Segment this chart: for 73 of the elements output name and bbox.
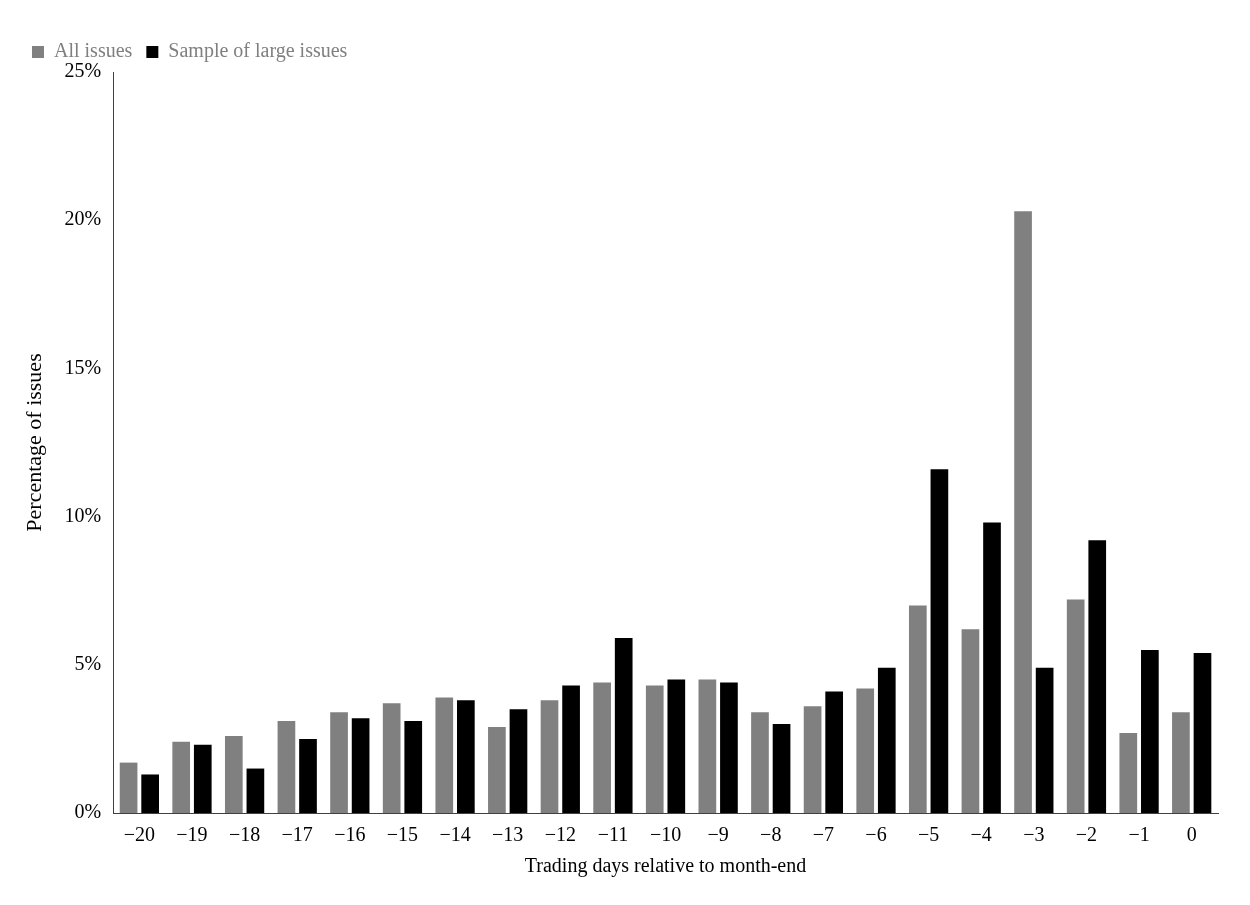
y-tick-label: 20% — [64, 207, 102, 230]
bar — [277, 721, 296, 813]
x-tick-label: −9 — [707, 823, 729, 846]
y-tick-label: 25% — [64, 59, 102, 82]
x-tick-label: −2 — [1075, 823, 1098, 846]
bar — [1088, 540, 1107, 813]
x-tick-label: −5 — [917, 823, 940, 846]
bar — [983, 522, 1001, 813]
bar — [299, 738, 317, 813]
y-tick-label: 0% — [74, 800, 102, 823]
bar — [457, 700, 475, 813]
x-axis-title: Trading days relative to month-end — [524, 854, 807, 878]
legend-label: Sample of large issues — [168, 39, 348, 63]
bar — [404, 721, 423, 813]
bar — [1141, 649, 1159, 813]
bar — [930, 469, 949, 813]
bar — [908, 605, 927, 813]
bar — [698, 679, 717, 813]
bar — [562, 685, 580, 813]
bar — [435, 697, 454, 813]
x-tick-label: 0 — [1186, 823, 1197, 846]
bar — [330, 712, 348, 813]
y-tick-label: 5% — [74, 652, 102, 675]
bar — [1172, 712, 1190, 813]
x-tick-label: −19 — [176, 823, 208, 846]
bar — [540, 700, 559, 813]
bar — [1066, 599, 1085, 813]
legend-label: All issues — [54, 39, 133, 62]
x-tick-label: −3 — [1023, 823, 1045, 846]
bar — [803, 706, 822, 813]
bar — [382, 703, 401, 813]
bar — [645, 685, 664, 813]
bar — [720, 682, 738, 813]
bar — [246, 768, 265, 813]
bar — [772, 724, 791, 813]
bar — [1119, 732, 1138, 813]
y-axis-title: Percentage of issues — [20, 353, 46, 532]
bar — [667, 679, 686, 813]
x-tick-label: −12 — [544, 823, 576, 846]
x-tick-label: −14 — [439, 823, 471, 846]
x-tick-label: −17 — [281, 823, 313, 846]
bar — [193, 744, 212, 813]
bar — [856, 688, 875, 813]
y-tick-label: 10% — [64, 503, 102, 526]
bar — [1193, 652, 1212, 813]
x-tick-label: −13 — [492, 823, 524, 846]
bar — [488, 727, 506, 813]
bar — [1035, 667, 1054, 813]
y-tick-label: 15% — [64, 355, 102, 378]
bar — [961, 629, 980, 813]
bar — [593, 682, 611, 813]
bar — [351, 718, 370, 813]
x-tick-label: −10 — [649, 823, 682, 846]
x-tick-label: −20 — [123, 823, 156, 846]
bar — [141, 774, 159, 813]
x-tick-label: −4 — [970, 823, 992, 846]
x-tick-label: −16 — [334, 823, 366, 846]
bar — [751, 712, 769, 813]
bar — [172, 741, 191, 813]
x-tick-label: −7 — [812, 823, 835, 846]
x-tick-label: −6 — [865, 823, 887, 846]
x-tick-label: −11 — [597, 823, 629, 846]
x-tick-label: −8 — [760, 823, 782, 846]
x-tick-label: −15 — [386, 823, 419, 846]
bar — [1014, 211, 1032, 813]
x-tick-label: −18 — [228, 823, 261, 846]
bar — [119, 762, 138, 813]
bar — [877, 667, 896, 813]
bar — [509, 709, 528, 813]
bar — [224, 735, 243, 813]
bar — [614, 638, 633, 813]
bar — [825, 691, 844, 813]
x-tick-label: −1 — [1128, 823, 1150, 846]
